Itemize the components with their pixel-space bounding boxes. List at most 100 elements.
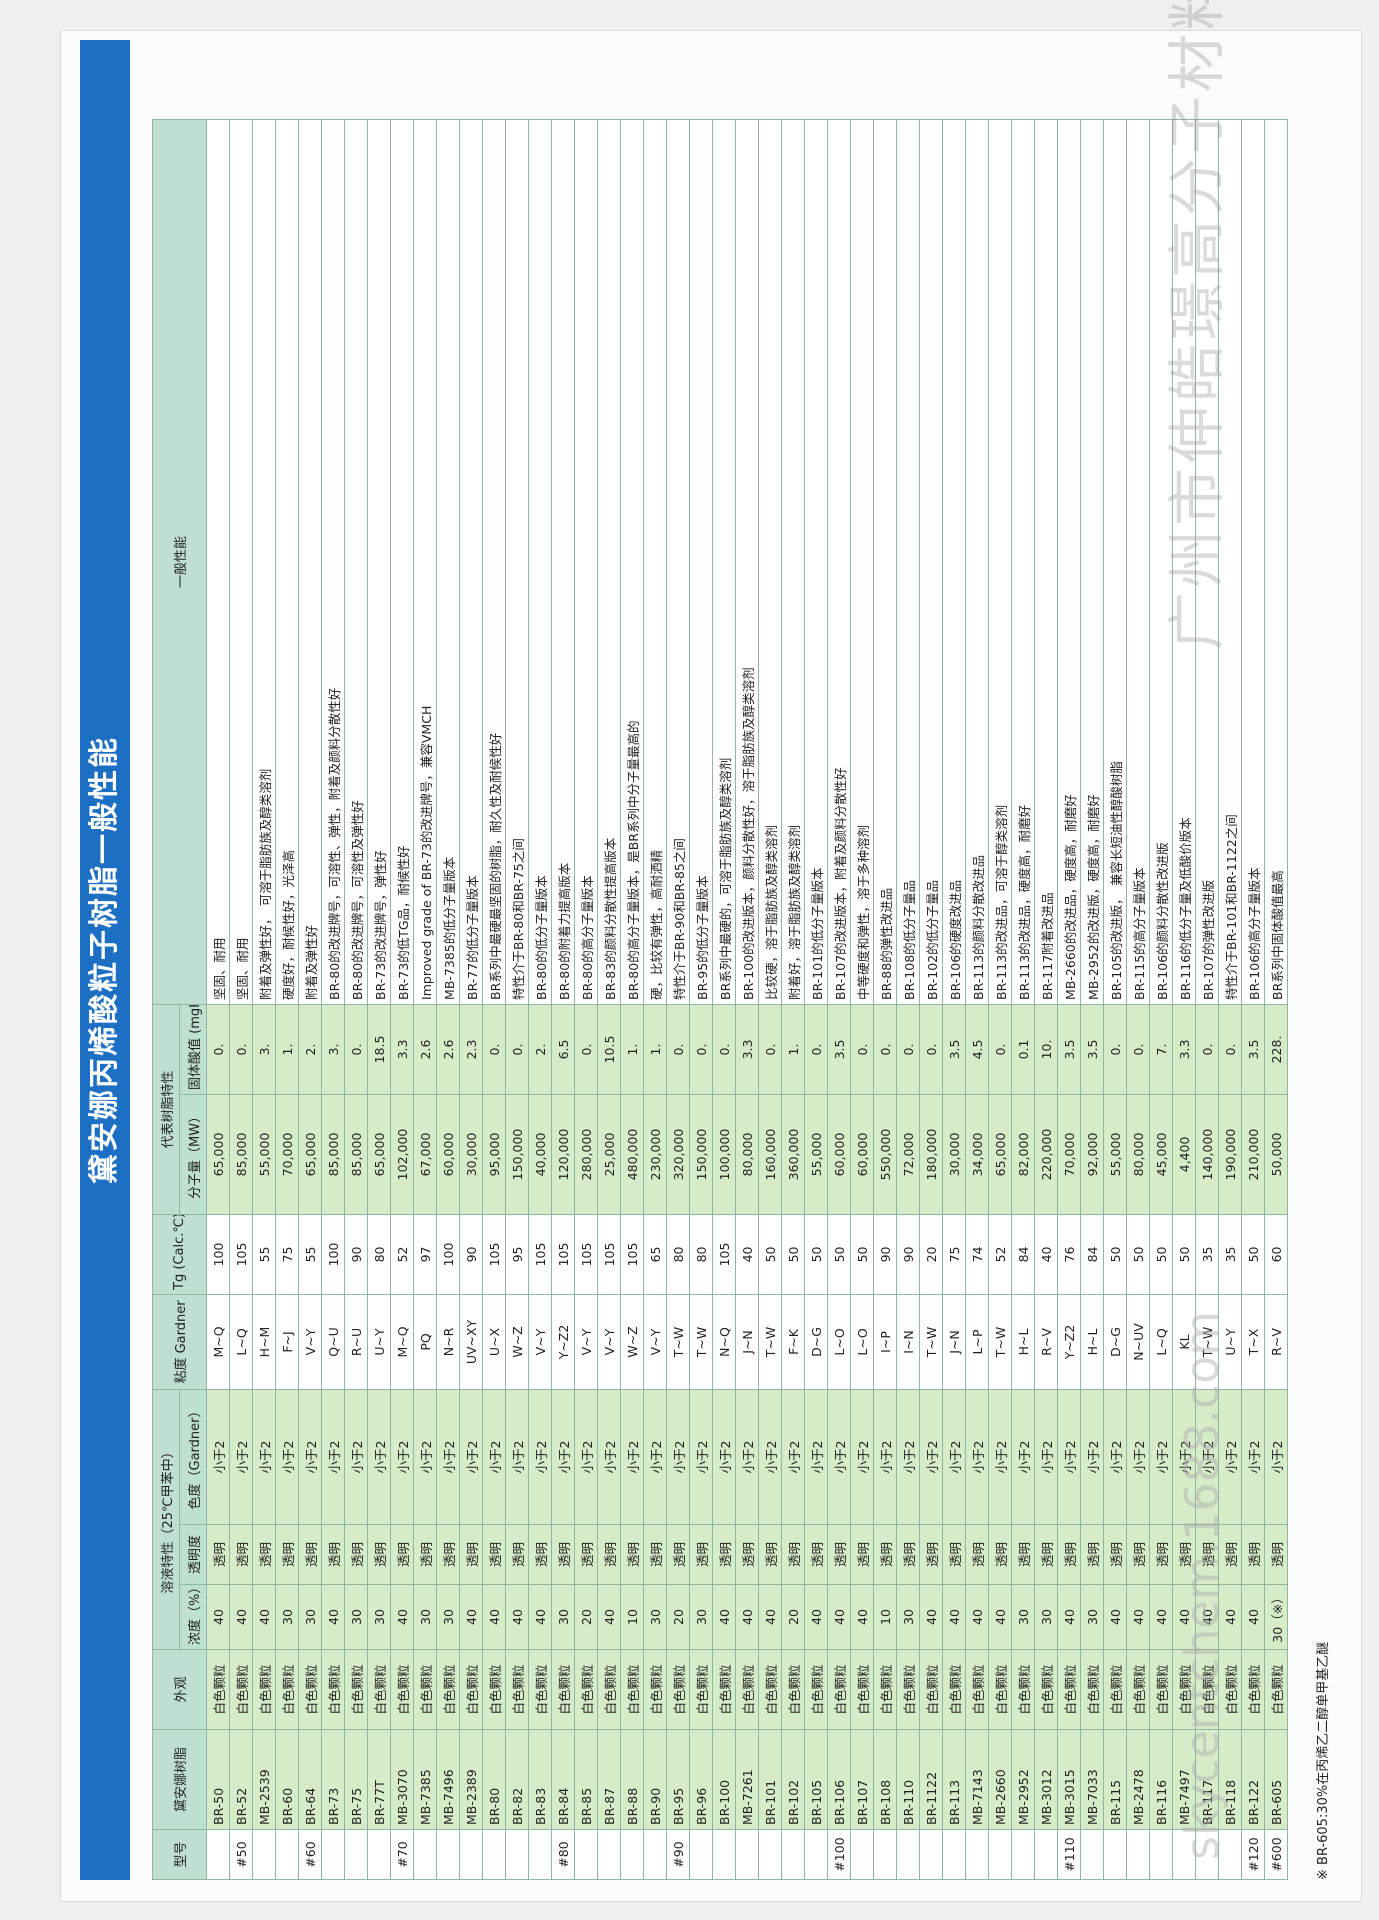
mw-cell: 85,000 [344, 1094, 368, 1215]
appearance-cell: 白色颗粒 [275, 1649, 299, 1730]
header-general: 一般性能 [152, 119, 207, 1005]
clarity-cell: 透明 [781, 1524, 805, 1585]
concentration-cell: 40 [804, 1584, 828, 1650]
general-performance-cell: 附着好，溶于脂肪族及醇类溶剂 [781, 119, 805, 1005]
concentration-cell: 30 [344, 1584, 368, 1650]
tg-cell: 35 [1218, 1214, 1242, 1295]
clarity-cell: 透明 [574, 1524, 598, 1585]
general-performance-cell: MB-2660的改进品，硬度高，耐磨好 [1057, 119, 1081, 1005]
general-performance-cell: BR-115的高分子量版本 [1126, 119, 1150, 1005]
appearance-cell: 白色颗粒 [804, 1649, 828, 1730]
general-performance-cell: BR-83的颜料分散性提高版本 [597, 119, 621, 1005]
acid-value-cell: 6.5 [551, 1004, 575, 1095]
model-group-cell [413, 1829, 437, 1880]
tg-cell: 105 [482, 1214, 506, 1295]
concentration-cell: 10 [873, 1584, 897, 1650]
model-cell: BR-105 [804, 1729, 828, 1830]
viscosity-cell: R~U [344, 1294, 368, 1390]
acid-value-cell: 1. [620, 1004, 644, 1095]
viscosity-cell: L~Q [229, 1294, 253, 1390]
general-performance-cell: BR-107的改进版本，附着及颜料分散性好 [827, 119, 851, 1005]
color-cell: 小于2 [1034, 1389, 1058, 1525]
table-row: BR-82 白色颗粒 40 透明 小于2 W~Z 95 150,000 0. 特性介于BR-80和… [505, 119, 529, 1880]
general-performance-cell: BR-117附着改进品 [1034, 119, 1058, 1005]
concentration-cell: 40 [482, 1584, 506, 1650]
mw-cell: 60,000 [850, 1094, 874, 1215]
appearance-cell: 白色颗粒 [1103, 1649, 1127, 1730]
viscosity-cell: W~Z [620, 1294, 644, 1390]
site-watermark: skycentchem.1688.com [1175, 1310, 1229, 1860]
general-performance-cell: BR-95的低分子量版本 [689, 119, 713, 1005]
table-row: MB-2389 白色颗粒 40 透明 小于2 UV~XY 90 30,000 2.3 BR-77的… [459, 119, 483, 1880]
acid-value-cell: 3. [252, 1004, 276, 1095]
table-row: MB-7385 白色颗粒 30 透明 小于2 PQ 97 67,000 2.6 Improved … [413, 119, 437, 1880]
viscosity-cell: V~Y [298, 1294, 322, 1390]
clarity-cell: 透明 [896, 1524, 920, 1585]
concentration-cell: 30 [1034, 1584, 1058, 1650]
acid-value-cell: 1. [781, 1004, 805, 1095]
color-cell: 小于2 [459, 1389, 483, 1525]
concentration-cell: 30 [896, 1584, 920, 1650]
color-cell: 小于2 [1126, 1389, 1150, 1525]
mw-cell: 70,000 [275, 1094, 299, 1215]
clarity-cell: 透明 [298, 1524, 322, 1585]
model-group-cell [528, 1829, 552, 1880]
model-group-cell: #70 [390, 1829, 414, 1880]
model-cell: MB-7385 [413, 1729, 437, 1830]
tg-cell: 84 [1080, 1214, 1104, 1295]
general-performance-cell: BR系列中最硬最坚固的树脂，耐久性及耐候性好 [482, 119, 506, 1005]
model-cell: MB-7261 [735, 1729, 759, 1830]
table-row: #110 MB-3015 白色颗粒 40 透明 小于2 Y~Z2 76 70,000 3.5 MB-… [1057, 119, 1081, 1880]
concentration-cell: 40 [1149, 1584, 1173, 1650]
color-cell: 小于2 [551, 1389, 575, 1525]
mw-cell: 190,000 [1218, 1094, 1242, 1215]
viscosity-cell: H~L [1080, 1294, 1104, 1390]
color-cell: 小于2 [413, 1389, 437, 1525]
concentration-cell: 30 [413, 1584, 437, 1650]
appearance-cell: 白色颗粒 [1080, 1649, 1104, 1730]
table-row: MB-7143 白色颗粒 40 透明 小于2 L~P 74 34,000 4.5 BR-113的颜… [965, 119, 989, 1880]
general-performance-cell: 硬度好，耐候性好，光泽高 [275, 119, 299, 1005]
general-performance-cell: BR-113的改进品，硬度高，耐磨好 [1011, 119, 1035, 1005]
model-group-cell [459, 1829, 483, 1880]
table-row: BR-73 白色颗粒 40 透明 小于2 Q~U 100 85,000 3. BR-80的改进牌号… [321, 119, 345, 1880]
appearance-cell: 白色颗粒 [390, 1649, 414, 1730]
table-row: BR-1122 白色颗粒 40 透明 小于2 T~W 20 180,000 0. BR-102的低… [919, 119, 943, 1880]
model-group-cell [1011, 1829, 1035, 1880]
model-group-cell [367, 1829, 391, 1880]
clarity-cell: 透明 [206, 1524, 230, 1585]
table-row: #120 BR-122 白色颗粒 40 透明 小于2 T~X 50 210,000 3.5 BR-1… [1241, 119, 1265, 1880]
general-performance-cell: BR系列中固体酸值最高 [1264, 119, 1288, 1005]
tg-cell: 90 [873, 1214, 897, 1295]
clarity-cell: 透明 [1241, 1524, 1265, 1585]
table-row: BR-110 白色颗粒 30 透明 小于2 I~N 90 72,000 0. BR-108的低分子… [896, 119, 920, 1880]
appearance-cell: 白色颗粒 [1241, 1649, 1265, 1730]
concentration-cell: 20 [781, 1584, 805, 1650]
color-cell: 小于2 [804, 1389, 828, 1525]
model-group-cell [1080, 1829, 1104, 1880]
acid-value-cell: 3.5 [827, 1004, 851, 1095]
color-cell: 小于2 [528, 1389, 552, 1525]
table-row: BR-88 白色颗粒 10 透明 小于2 W~Z 105 480,000 1. BR-80的高分子… [620, 119, 644, 1880]
header-model-group: 型号 [152, 1829, 207, 1880]
concentration-cell: 30 [436, 1584, 460, 1650]
tg-cell: 50 [804, 1214, 828, 1295]
clarity-cell: 透明 [873, 1524, 897, 1585]
concentration-cell: 40 [597, 1584, 621, 1650]
color-cell: 小于2 [758, 1389, 782, 1525]
tg-cell: 50 [1241, 1214, 1265, 1295]
tg-cell: 76 [1057, 1214, 1081, 1295]
acid-value-cell: 2. [528, 1004, 552, 1095]
acid-value-cell: 0. [574, 1004, 598, 1095]
color-cell: 小于2 [1103, 1389, 1127, 1525]
viscosity-cell: T~W [666, 1294, 690, 1390]
color-cell: 小于2 [919, 1389, 943, 1525]
color-cell: 小于2 [1057, 1389, 1081, 1525]
general-performance-cell: BR-108的低分子量品 [896, 119, 920, 1005]
color-cell: 小于2 [321, 1389, 345, 1525]
acid-value-cell: 0. [1218, 1004, 1242, 1095]
tg-cell: 75 [942, 1214, 966, 1295]
concentration-cell: 30 [298, 1584, 322, 1650]
header-clarity: 透明度 [179, 1524, 207, 1585]
clarity-cell: 透明 [620, 1524, 644, 1585]
